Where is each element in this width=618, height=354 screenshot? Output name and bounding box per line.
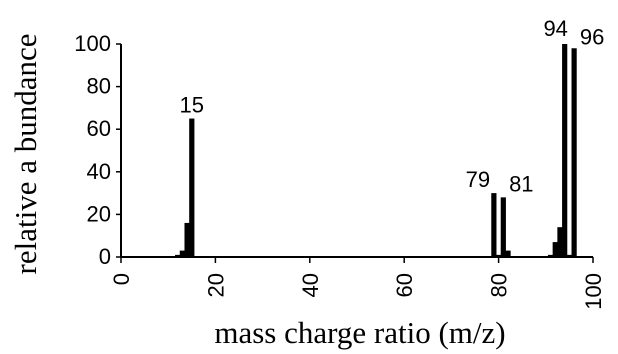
bar-mz-12 [175, 254, 181, 257]
peak-label-81: 81 [509, 171, 533, 196]
bar-mz-95 [566, 254, 572, 257]
bar-mz-82 [505, 250, 511, 257]
peak-label-94: 94 [543, 16, 567, 41]
bar-mz-80 [496, 254, 502, 257]
bar-mz-81 [500, 197, 506, 257]
bar-mz-92 [552, 242, 558, 257]
bar-mz-13 [179, 250, 185, 257]
y-axis-title: relative a bundance [8, 34, 43, 275]
y-tick-label-20: 20 [87, 201, 111, 226]
bar-mz-96 [571, 48, 577, 258]
x-tick-label-20: 20 [203, 273, 228, 297]
y-tick-label-40: 40 [87, 159, 111, 184]
bar-mz-93 [557, 227, 563, 257]
y-tick-label-100: 100 [74, 31, 111, 56]
plot-area: 0 20 40 60 80 100 0 20 40 60 80 100 15 79 81 94 96 [74, 16, 606, 310]
peak-label-96: 96 [580, 24, 604, 49]
x-tick-label-60: 60 [392, 273, 417, 297]
peak-label-79: 79 [466, 167, 490, 192]
x-tick-label-40: 40 [298, 273, 323, 297]
peak-label-15: 15 [180, 93, 204, 118]
bar-mz-79 [491, 193, 497, 257]
bar-mz-14 [184, 222, 190, 257]
bar-mz-94 [562, 44, 568, 257]
x-tick-label-80: 80 [487, 273, 512, 297]
x-tick-label-100: 100 [581, 273, 606, 310]
x-tick-label-0: 0 [109, 273, 134, 285]
bar-mz-15 [189, 118, 195, 257]
y-tick-label-0: 0 [99, 244, 111, 269]
y-tick-label-80: 80 [87, 74, 111, 99]
bar-mz-91 [547, 254, 554, 257]
x-axis-title: mass charge ratio (m/z) [214, 315, 505, 350]
y-tick-label-60: 60 [87, 116, 111, 141]
